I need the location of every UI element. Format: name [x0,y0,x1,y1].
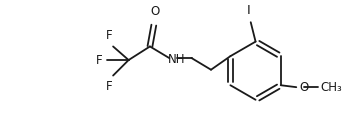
Text: O: O [150,5,159,18]
Text: F: F [106,80,112,93]
Text: F: F [106,29,112,42]
Text: CH₃: CH₃ [320,81,342,94]
Text: NH: NH [168,53,186,66]
Text: I: I [247,4,251,17]
Text: O: O [299,81,309,94]
Text: F: F [96,54,102,67]
